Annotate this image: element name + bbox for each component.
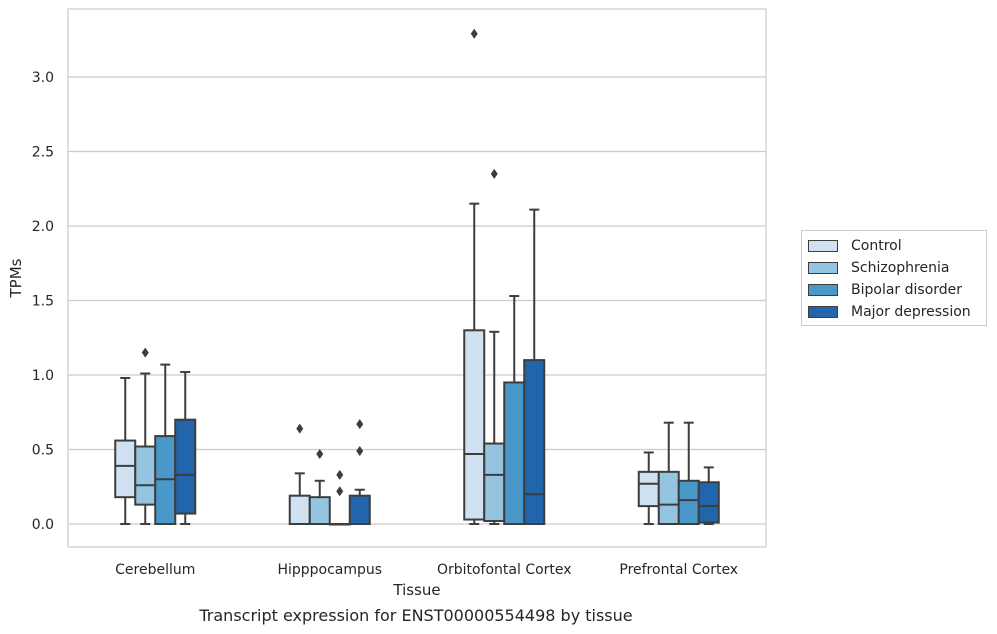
plot-frame — [67, 8, 767, 548]
outlier-point — [336, 486, 344, 497]
legend-label-bipolar-disorder: Bipolar disorder — [851, 282, 963, 298]
legend-swatch-major-depression — [808, 306, 838, 318]
box-0-3 — [174, 371, 197, 525]
box-body — [134, 445, 157, 506]
outlier-point — [316, 448, 324, 459]
x-tick-label: Prefrontal Cortex — [619, 562, 738, 578]
box-body — [348, 494, 371, 526]
outlier-point — [141, 347, 149, 358]
y-tick-label: 1.0 — [32, 368, 54, 384]
box-0-2 — [154, 363, 177, 525]
legend-item-bipolar-disorder: Bipolar disorder — [808, 280, 962, 300]
x-tick-label: Cerebellum — [115, 562, 195, 578]
legend-label-major-depression: Major depression — [851, 304, 971, 320]
legend-label-control: Control — [851, 238, 902, 254]
box-2-3 — [523, 208, 546, 525]
box-3-1 — [657, 421, 680, 526]
box-3-0 — [637, 451, 660, 525]
box-0-0 — [114, 376, 137, 525]
box-body — [657, 470, 680, 526]
boxes — [114, 28, 720, 526]
y-tick-label: 3.0 — [32, 70, 54, 86]
y-tick-label: 0.5 — [32, 443, 54, 459]
outlier-point — [356, 445, 364, 456]
legend: Control Schizophrenia Bipolar disorder M… — [801, 230, 987, 326]
box-1-0 — [288, 423, 311, 526]
legend-item-major-depression: Major depression — [808, 302, 971, 322]
box-2-0 — [463, 28, 486, 525]
outlier-point — [490, 168, 498, 179]
box-body — [503, 381, 526, 526]
box-body — [483, 442, 506, 523]
legend-swatch-schizophrenia — [808, 262, 838, 274]
box-body — [308, 496, 331, 525]
y-tick-label: 2.0 — [32, 219, 54, 235]
legend-swatch-bipolar-disorder — [808, 284, 838, 296]
box-body — [463, 329, 486, 521]
y-axis-title: TPMs — [7, 258, 25, 298]
outlier-point — [470, 28, 478, 39]
legend-label-schizophrenia: Schizophrenia — [851, 260, 950, 276]
box-1-2 — [328, 469, 351, 526]
outlier-point — [336, 469, 344, 480]
box-2-2 — [503, 295, 526, 526]
box-body — [288, 494, 311, 526]
y-tick-label: 0.0 — [32, 517, 54, 533]
x-tick-labels: Cerebellum Hipppocampus Orbitofontal Corte… — [115, 562, 738, 578]
box-3-3 — [697, 466, 720, 525]
box-body — [677, 479, 700, 526]
x-tick-label: Orbitofontal Cortex — [437, 562, 572, 578]
legend-item-control: Control — [808, 236, 902, 256]
legend-swatch-control — [808, 240, 838, 252]
legend-item-schizophrenia: Schizophrenia — [808, 258, 949, 278]
y-tick-label: 2.5 — [32, 145, 54, 161]
y-tick-label: 1.5 — [32, 294, 54, 310]
box-1-3 — [348, 419, 371, 526]
box-body — [114, 439, 137, 499]
box-body — [697, 481, 720, 524]
chart-caption: Transcript expression for ENST0000055449… — [199, 606, 633, 625]
x-tick-label: Hipppocampus — [277, 562, 382, 578]
box-3-2 — [677, 421, 700, 526]
box-body — [174, 418, 197, 515]
outlier-point — [296, 423, 304, 434]
box-1-1 — [308, 448, 331, 525]
box-body — [523, 359, 546, 525]
box-2-1 — [483, 168, 506, 525]
y-tick-labels: 0.0 0.5 1.0 1.5 2.0 2.5 3.0 — [32, 70, 54, 533]
box-body — [637, 470, 660, 508]
outlier-point — [356, 419, 364, 430]
box-0-1 — [134, 347, 157, 525]
x-axis-title: Tissue — [392, 581, 440, 599]
